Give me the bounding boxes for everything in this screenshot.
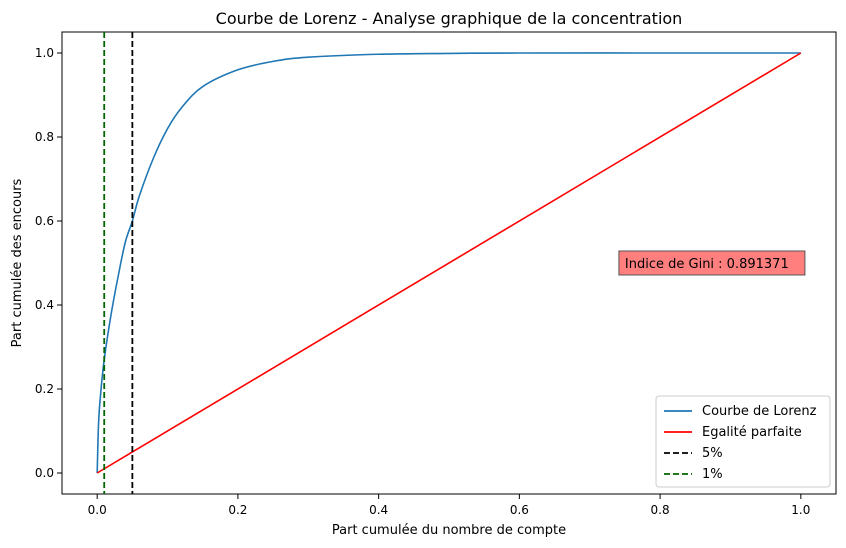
gini-annotation-text: Indice de Gini : 0.891371 [625,257,789,272]
x-tick-label: 0.8 [651,503,670,517]
y-axis-label: Part cumulée des encours [10,178,25,347]
x-tick-label: 0.6 [510,503,529,517]
y-tick-label: 1.0 [35,46,54,60]
gini-annotation: Indice de Gini : 0.891371 [618,250,806,276]
y-tick-label: 0.0 [35,466,54,480]
y-tick-label: 0.6 [35,214,54,228]
chart-title: Courbe de Lorenz - Analyse graphique de … [216,9,683,28]
legend: Courbe de Lorenz Egalité parfaite 5% 1% [655,395,831,488]
legend-label: 5% [702,446,723,461]
plot-area [61,31,837,495]
legend-label: Egalité parfaite [702,425,802,440]
x-tick-label: 0.0 [88,503,107,517]
reference-lines [103,32,134,494]
gini-annotation-box [618,250,806,276]
x-tick-label: 1.0 [791,503,810,517]
legend-label: Courbe de Lorenz [702,404,817,419]
x-tick-label: 0.2 [228,503,247,517]
series-layer [96,52,802,474]
y-tick-label: 0.2 [35,382,54,396]
y-tick-label: 0.8 [35,130,54,144]
x-tick-label: 0.4 [369,503,388,517]
y-tick-label: 0.4 [35,298,54,312]
series-line-1 [96,52,802,474]
y-axis: 0.0 0.2 0.4 0.6 0.8 1.0 [35,46,62,480]
legend-label: 1% [702,467,723,482]
x-axis: 0.0 0.2 0.4 0.6 0.8 1.0 [88,494,810,517]
x-axis-label: Part cumulée du nombre de compte [332,523,566,538]
series-line-0 [96,52,801,474]
legend-frame [655,395,831,488]
plot-frame [61,31,837,495]
